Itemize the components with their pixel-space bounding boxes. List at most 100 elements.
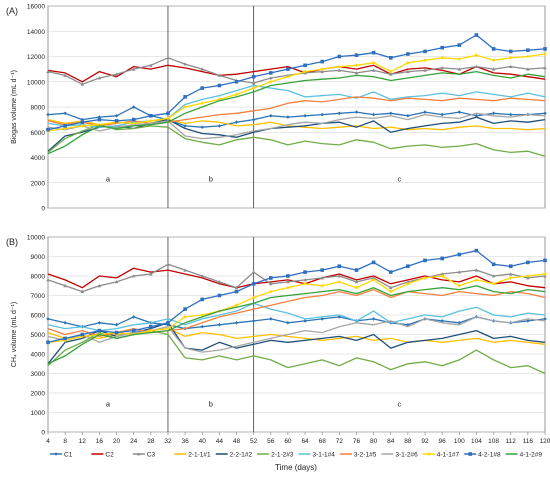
data-point xyxy=(303,278,307,282)
data-point xyxy=(371,276,376,280)
data-point xyxy=(440,272,444,276)
data-point xyxy=(251,117,256,122)
x-tick-label: 108 xyxy=(488,438,499,445)
x-tick-label: 24 xyxy=(130,438,138,445)
series-line xyxy=(47,96,546,127)
data-point xyxy=(440,45,444,50)
data-point xyxy=(337,280,342,284)
data-point xyxy=(406,114,410,118)
legend-label: 4-1-1#7 xyxy=(437,452,460,459)
legend-item: 2-1-2#3 xyxy=(257,452,294,459)
phase-label: b xyxy=(209,175,213,184)
legend-label: 2-2-1#2 xyxy=(230,452,253,459)
series-line xyxy=(47,285,546,365)
legend-label: 2-1-2#3 xyxy=(271,452,294,459)
data-point xyxy=(354,53,359,57)
data-point xyxy=(183,124,187,128)
data-point xyxy=(200,274,204,278)
data-point xyxy=(217,97,222,102)
data-point xyxy=(526,67,530,71)
x-tick-label: 88 xyxy=(404,438,412,445)
x-tick-label: 8 xyxy=(63,438,67,445)
data-point xyxy=(457,43,462,47)
data-point xyxy=(131,121,136,126)
data-point xyxy=(149,328,153,333)
data-point xyxy=(491,111,496,116)
data-point xyxy=(166,116,170,121)
legend-marker xyxy=(137,452,141,456)
legend-label: 3-2-1#5 xyxy=(354,452,377,459)
data-point xyxy=(286,285,290,290)
data-point xyxy=(269,114,273,118)
y-tick-label: 10000 xyxy=(27,79,45,86)
data-point xyxy=(166,111,170,116)
data-point xyxy=(543,317,547,321)
y-tick-label: 4000 xyxy=(31,155,46,162)
data-point xyxy=(200,101,204,105)
data-point xyxy=(217,280,222,284)
legend-label: C3 xyxy=(147,452,156,459)
series-line xyxy=(47,70,546,155)
data-point xyxy=(337,274,342,278)
x-tick-label: 56 xyxy=(267,438,275,445)
data-point xyxy=(200,297,204,302)
data-point xyxy=(234,120,239,124)
x-tick-label: 12 xyxy=(79,438,87,445)
series-3-2-1#5 xyxy=(47,96,546,127)
data-point xyxy=(286,321,290,325)
x-tick-label: 44 xyxy=(216,438,224,445)
data-point xyxy=(371,61,376,65)
data-point xyxy=(508,64,513,68)
y-tick-label: 12000 xyxy=(27,54,45,61)
data-point xyxy=(423,276,427,280)
data-point xyxy=(251,319,256,323)
data-point xyxy=(440,256,444,261)
data-point xyxy=(80,289,85,293)
data-point xyxy=(474,268,479,272)
data-point xyxy=(423,68,427,72)
data-point xyxy=(406,264,410,269)
data-point xyxy=(337,64,342,69)
data-point xyxy=(217,73,222,77)
data-point xyxy=(114,322,119,327)
data-point xyxy=(320,283,324,288)
data-point xyxy=(491,47,496,51)
data-point xyxy=(406,52,410,56)
data-point xyxy=(149,63,153,67)
x-tick-label: 92 xyxy=(421,438,429,445)
legend-label: 3-1-1#4 xyxy=(313,452,336,459)
series-line xyxy=(47,64,546,83)
y-tick-label: 16000 xyxy=(27,4,45,11)
phase-label: c xyxy=(397,175,401,184)
data-point xyxy=(269,71,273,75)
data-point xyxy=(234,80,239,84)
x-tick-label: 28 xyxy=(147,438,155,445)
data-point xyxy=(217,124,222,128)
x-tick-label: 104 xyxy=(471,438,482,445)
series-line xyxy=(47,302,546,332)
data-point xyxy=(234,92,239,97)
data-point xyxy=(269,282,273,286)
data-point xyxy=(354,71,359,75)
data-point xyxy=(389,56,393,60)
x-tick-label: 112 xyxy=(506,438,517,445)
legend-item: 3-2-1#5 xyxy=(339,452,377,459)
data-point xyxy=(131,67,136,71)
data-point xyxy=(457,110,462,114)
data-point xyxy=(149,272,153,276)
series-C2 xyxy=(47,64,546,83)
data-point xyxy=(320,67,324,71)
data-point xyxy=(303,63,307,68)
series-line xyxy=(47,316,546,330)
legend-item: 3-1-2#6 xyxy=(381,452,418,459)
data-point xyxy=(543,47,547,51)
data-point xyxy=(286,280,290,284)
data-point xyxy=(131,274,136,278)
data-point xyxy=(406,282,410,286)
data-point xyxy=(320,112,324,117)
data-point xyxy=(269,289,273,294)
data-point xyxy=(320,317,324,321)
data-point xyxy=(474,33,479,37)
y-tick-label: 0 xyxy=(41,430,45,437)
